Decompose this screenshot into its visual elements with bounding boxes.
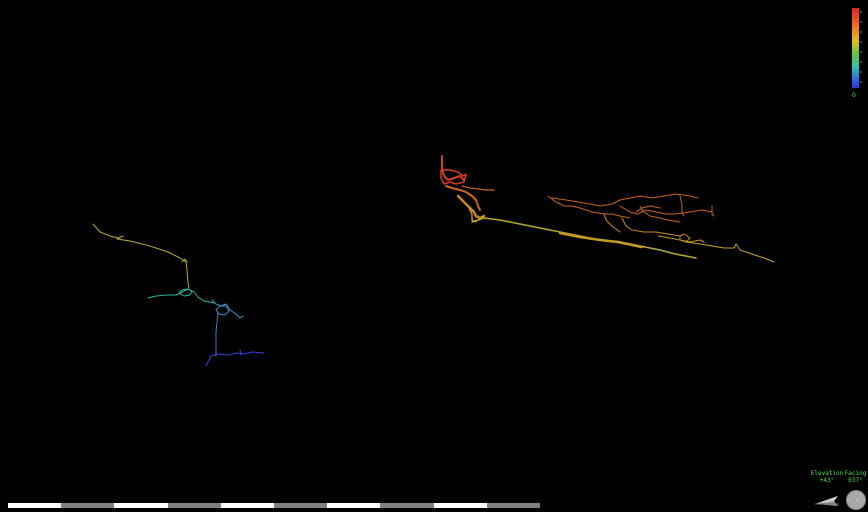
survey-upper-maze-9 [635,205,661,213]
survey-leg-left-ring [215,305,230,316]
elevation-value: +43° [819,477,835,484]
scale-bar-segment [327,503,381,508]
survey-upper-maze-4 [639,205,681,223]
survey-upper-maze-2 [551,193,699,207]
scale-bar-segment [61,503,115,508]
scale-bar-segment [380,503,434,508]
legend-min-label: 0 [852,92,856,99]
legend-ticks [860,11,862,83]
survey-leg-left-mid [181,258,188,263]
survey-main-passage-wide [558,231,644,249]
facing-value: 037° [848,477,863,484]
survey-shaft-mid [445,185,481,211]
survey-lower-passage [657,235,705,243]
survey-leg-left-upper [92,223,190,289]
scale-bar [8,503,541,508]
survey-leg-left-bottom-tick [239,349,242,356]
survey-upper-maze-1 [547,195,631,219]
elevation-indicator-icon[interactable] [812,488,842,512]
survey-shaft-branch [461,185,495,191]
compass-indicator-icon[interactable] [845,488,867,512]
survey-east-passage [685,241,775,263]
survey-leg-left-drop [215,311,219,357]
survey-shaft-lower [456,194,486,220]
survey-upper-maze-3 [619,205,713,215]
survey-lower-loop [679,233,691,243]
scale-bar-segment [8,503,62,508]
cave-survey-right-icon [440,155,775,263]
survey-leg-left-loop [178,288,193,297]
survey-upper-maze-7 [679,195,685,217]
scale-bar-segment [220,503,275,508]
legend-gradient-bar [852,8,859,88]
facing-label: Facing [844,470,867,477]
survey-shaft-top [441,155,465,181]
scale-bar-segment [274,503,328,508]
elevation-label: Elevation [810,470,844,477]
depth-color-legend: 0 [852,8,862,99]
survey-upper-maze-6 [603,213,621,233]
survey-shaft-box [440,169,467,185]
scale-bar-segment [486,503,541,508]
scale-bar-segment [433,503,487,508]
survey-upper-maze-8 [711,205,715,217]
survey-leg-left-bottom [205,351,265,367]
survey-leg-left-side [211,299,244,319]
scale-bar-segment [114,503,168,508]
cave-survey-left-icon [92,223,265,367]
scale-bar-segment [167,503,221,508]
survey-upper-maze-5 [621,217,681,237]
